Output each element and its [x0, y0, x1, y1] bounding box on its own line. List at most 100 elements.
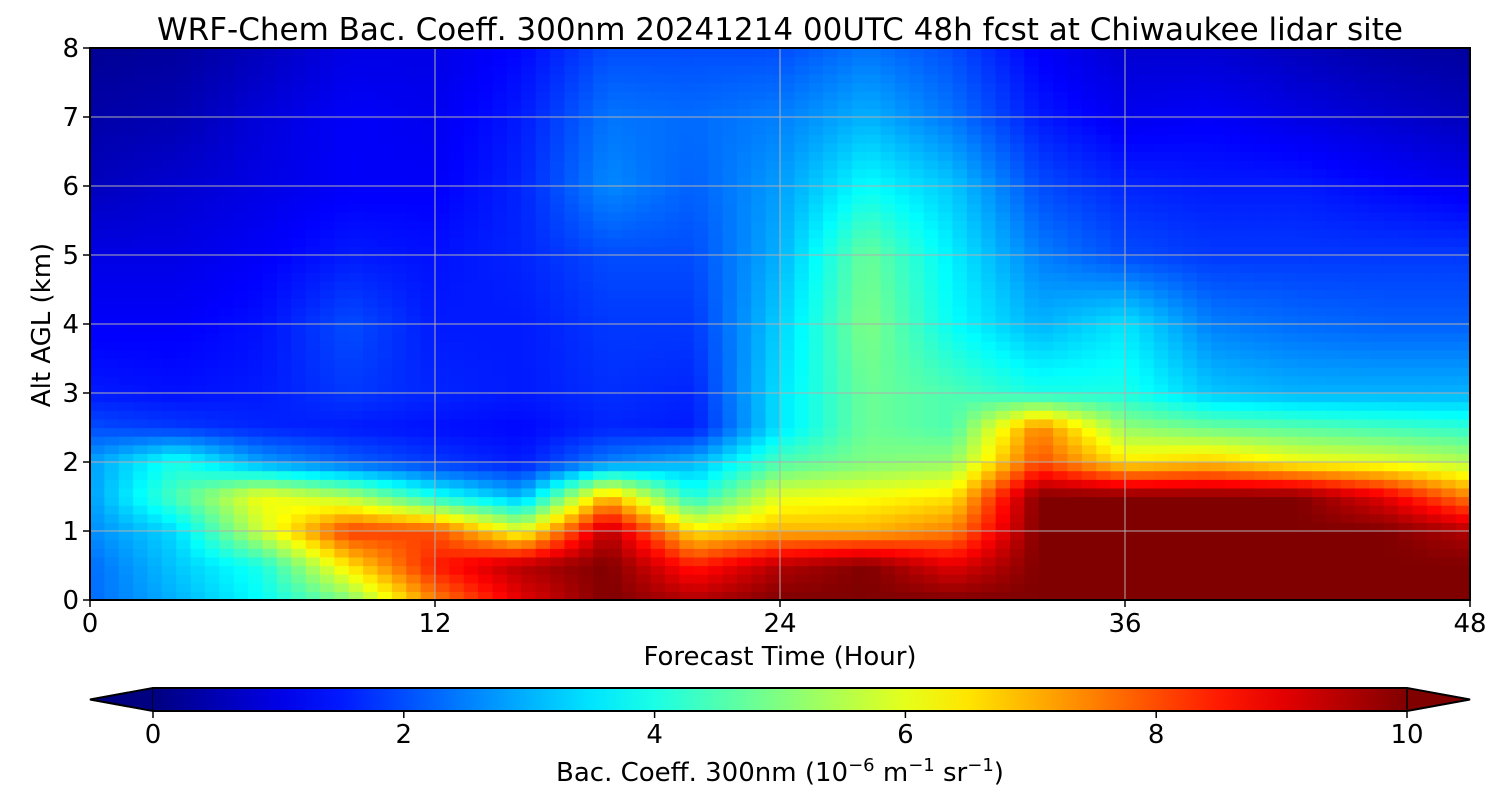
heatmap-cell: [248, 255, 264, 265]
heatmap-cell: [952, 539, 968, 549]
heatmap-cell: [808, 513, 824, 523]
heatmap-cell: [1096, 246, 1112, 256]
heatmap-cell: [1383, 375, 1399, 385]
heatmap-cell: [1153, 263, 1169, 273]
heatmap-cell: [866, 220, 882, 230]
heatmap-cell: [1182, 211, 1198, 222]
heatmap-cell: [1139, 194, 1155, 204]
heatmap-cell: [248, 375, 264, 385]
heatmap-cell: [276, 332, 292, 342]
heatmap-cell: [1038, 574, 1054, 584]
heatmap-cell: [391, 332, 407, 342]
heatmap-cell: [751, 168, 767, 178]
heatmap-cell: [938, 151, 954, 161]
heatmap-cell: [1283, 522, 1299, 532]
heatmap-cell: [765, 582, 781, 592]
heatmap-cell: [348, 531, 364, 541]
heatmap-cell: [1139, 522, 1155, 532]
heatmap-cell: [851, 349, 867, 360]
heatmap-cell: [1110, 436, 1126, 446]
heatmap-cell: [1225, 418, 1241, 429]
heatmap-cell: [248, 168, 264, 178]
heatmap-cell: [909, 367, 925, 377]
heatmap-cell: [895, 444, 910, 454]
heatmap-cell: [981, 522, 997, 532]
heatmap-cell: [219, 272, 235, 282]
heatmap-cell: [1311, 349, 1327, 360]
heatmap-cell: [593, 367, 609, 377]
heatmap-cell: [1326, 255, 1342, 265]
heatmap-cell: [1297, 349, 1313, 360]
heatmap-cell: [866, 186, 882, 196]
heatmap-cell: [1038, 203, 1054, 213]
heatmap-cell: [880, 427, 896, 437]
heatmap-cell: [923, 341, 939, 351]
heatmap-cell: [808, 505, 824, 515]
heatmap-cell: [866, 427, 882, 437]
heatmap-cell: [1355, 349, 1370, 360]
heatmap-cell: [463, 401, 479, 411]
heatmap-cell: [233, 531, 249, 541]
heatmap-cell: [593, 479, 609, 489]
heatmap-cell: [593, 556, 609, 567]
heatmap-cell: [736, 341, 752, 351]
heatmap-cell: [981, 548, 997, 558]
heatmap-cell: [90, 160, 105, 170]
heatmap-cell: [1441, 298, 1457, 308]
heatmap-cell: [1096, 513, 1112, 523]
heatmap-cell: [1398, 367, 1414, 377]
heatmap-cell: [794, 444, 810, 454]
heatmap-cell: [1455, 324, 1470, 334]
heatmap-cell: [233, 367, 249, 377]
heatmap-cell: [794, 393, 810, 403]
heatmap-cell: [722, 591, 738, 600]
heatmap-cell: [952, 367, 968, 377]
heatmap-cell: [923, 556, 939, 567]
heatmap-cell: [535, 582, 551, 592]
heatmap-cell: [291, 263, 307, 273]
heatmap-cell: [1038, 418, 1054, 429]
heatmap-cell: [880, 496, 896, 506]
heatmap-cell: [118, 375, 134, 385]
heatmap-cell: [1355, 556, 1370, 567]
heatmap-cell: [1182, 522, 1198, 532]
heatmap-cell: [607, 255, 623, 265]
heatmap-cell: [1168, 505, 1184, 515]
heatmap-cell: [1081, 539, 1097, 549]
heatmap-cell: [1426, 418, 1442, 429]
heatmap-cell: [1283, 341, 1299, 351]
heatmap-cell: [521, 513, 537, 523]
heatmap-cell: [1168, 436, 1184, 446]
heatmap-cell: [219, 539, 235, 549]
heatmap-cell: [161, 186, 177, 196]
heatmap-cell: [176, 341, 192, 351]
heatmap-cell: [1254, 487, 1270, 498]
heatmap-cell: [1369, 177, 1385, 187]
heatmap-cell: [1240, 462, 1255, 472]
heatmap-cell: [1340, 496, 1356, 506]
heatmap-cell: [837, 531, 853, 541]
heatmap-cell: [262, 496, 278, 506]
heatmap-cell: [765, 186, 781, 196]
heatmap-cell: [823, 401, 839, 411]
heatmap-cell: [305, 401, 321, 411]
heatmap-cell: [1455, 410, 1470, 420]
heatmap-cell: [1024, 505, 1040, 515]
heatmap-cell: [248, 393, 264, 403]
heatmap-cell: [1398, 246, 1414, 256]
heatmap-cell: [693, 384, 709, 394]
heatmap-cell: [679, 229, 695, 239]
heatmap-cell: [463, 194, 479, 204]
heatmap-cell: [952, 574, 968, 584]
heatmap-cell: [708, 298, 724, 308]
heatmap-cell: [1010, 237, 1025, 247]
heatmap-cell: [391, 203, 407, 213]
heatmap-cell: [363, 531, 379, 541]
heatmap-cell: [1125, 177, 1140, 187]
heatmap-cell: [377, 436, 393, 446]
heatmap-cell: [636, 384, 652, 394]
heatmap-cell: [1254, 151, 1270, 161]
heatmap-cell: [363, 410, 379, 420]
heatmap-cell: [751, 315, 767, 325]
heatmap-cell: [478, 496, 494, 506]
